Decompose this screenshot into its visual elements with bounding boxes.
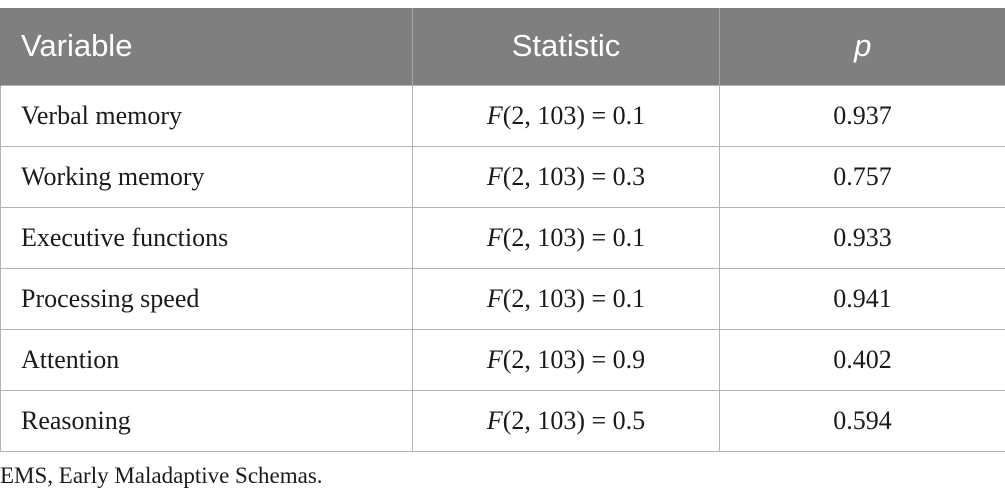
table-body: Verbal memory F(2, 103) = 0.1 0.937 Work… (0, 84, 1005, 452)
stat-symbol: F (486, 344, 503, 374)
cell-p: 0.937 (719, 84, 1005, 147)
stat-value: (2, 103) = 0.1 (502, 100, 646, 130)
stat-symbol: F (486, 222, 503, 252)
cell-variable: Processing speed (0, 267, 413, 330)
table-row: Working memory F(2, 103) = 0.3 0.757 (0, 145, 1005, 208)
cell-statistic: F(2, 103) = 0.9 (412, 328, 720, 391)
table-row: Reasoning F(2, 103) = 0.5 0.594 (0, 389, 1005, 452)
stat-value: (2, 103) = 0.5 (502, 405, 646, 435)
cell-variable: Executive functions (0, 206, 413, 269)
cell-p: 0.757 (719, 145, 1005, 208)
header-p: p (719, 8, 1005, 85)
cell-p: 0.594 (719, 389, 1005, 452)
cell-p: 0.933 (719, 206, 1005, 269)
stat-symbol: F (486, 405, 503, 435)
stat-symbol: F (486, 100, 503, 130)
cell-variable: Attention (0, 328, 413, 391)
cell-statistic: F(2, 103) = 0.5 (412, 389, 720, 452)
stat-value: (2, 103) = 0.1 (502, 222, 646, 252)
cell-statistic: F(2, 103) = 0.1 (412, 84, 720, 147)
stat-value: (2, 103) = 0.3 (502, 161, 646, 191)
cell-statistic: F(2, 103) = 0.3 (412, 145, 720, 208)
table-row: Processing speed F(2, 103) = 0.1 0.941 (0, 267, 1005, 330)
table-row: Verbal memory F(2, 103) = 0.1 0.937 (0, 84, 1005, 147)
cell-statistic: F(2, 103) = 0.1 (412, 206, 720, 269)
cell-statistic: F(2, 103) = 0.1 (412, 267, 720, 330)
header-variable: Variable (0, 8, 413, 85)
table-footnote: EMS, Early Maladaptive Schemas. (0, 463, 323, 488)
cell-p: 0.941 (719, 267, 1005, 330)
stat-symbol: F (486, 283, 503, 313)
table-header: Variable Statistic p (0, 8, 1005, 85)
results-table-container: Variable Statistic p Verbal memory F(2, … (0, 8, 1005, 452)
table-row: Executive functions F(2, 103) = 0.1 0.93… (0, 206, 1005, 269)
cell-variable: Working memory (0, 145, 413, 208)
header-row: Variable Statistic p (0, 8, 1005, 85)
cell-p: 0.402 (719, 328, 1005, 391)
cell-variable: Reasoning (0, 389, 413, 452)
stat-value: (2, 103) = 0.1 (502, 283, 646, 313)
stat-symbol: F (486, 161, 503, 191)
results-table: Variable Statistic p Verbal memory F(2, … (0, 8, 1005, 452)
table-row: Attention F(2, 103) = 0.9 0.402 (0, 328, 1005, 391)
header-statistic: Statistic (412, 8, 720, 85)
stat-value: (2, 103) = 0.9 (502, 344, 646, 374)
cell-variable: Verbal memory (0, 84, 413, 147)
